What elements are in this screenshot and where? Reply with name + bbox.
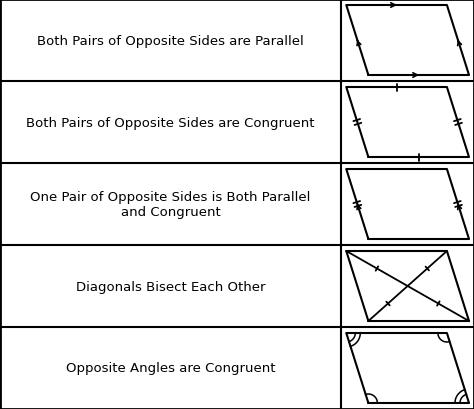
Text: Diagonals Bisect Each Other: Diagonals Bisect Each Other	[76, 280, 265, 293]
Text: Both Pairs of Opposite Sides are Parallel: Both Pairs of Opposite Sides are Paralle…	[37, 34, 304, 47]
Text: One Pair of Opposite Sides is Both Parallel
and Congruent: One Pair of Opposite Sides is Both Paral…	[30, 191, 311, 218]
Text: Opposite Angles are Congruent: Opposite Angles are Congruent	[66, 362, 275, 375]
Text: Both Pairs of Opposite Sides are Congruent: Both Pairs of Opposite Sides are Congrue…	[27, 116, 315, 129]
